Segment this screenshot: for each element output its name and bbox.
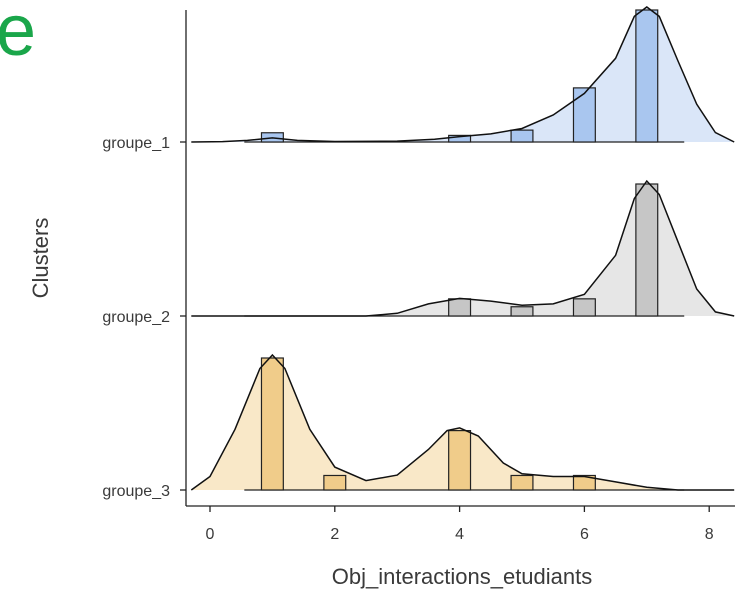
y-tick-labels: groupe_1 groupe_2 groupe_3 <box>102 135 186 500</box>
density-line <box>190 353 735 491</box>
ridge-groupe_1 <box>191 6 735 143</box>
histogram-bar <box>323 474 347 491</box>
y-tick-label: groupe_2 <box>102 309 170 326</box>
x-tick-label: 6 <box>580 526 589 543</box>
histogram-bar <box>572 298 596 317</box>
histogram-bar <box>635 9 659 143</box>
x-tick-label: 0 <box>206 526 215 543</box>
y-axis-title: Clusters <box>28 218 53 299</box>
x-ticks: 0 2 4 6 8 <box>206 506 714 543</box>
x-axis-title: Obj_interactions_etudiants <box>332 564 593 589</box>
histogram-bar <box>572 87 596 143</box>
histogram-bar <box>448 134 472 143</box>
y-tick-label: groupe_1 <box>102 135 170 152</box>
histogram-bar <box>510 306 534 317</box>
x-tick-label: 4 <box>455 526 464 543</box>
histogram-bar <box>448 430 472 491</box>
histogram-bar <box>510 474 534 491</box>
plot-area <box>190 6 735 491</box>
ridge-groupe_2 <box>191 179 735 317</box>
density-area <box>191 7 735 142</box>
x-tick-label: 2 <box>330 526 339 543</box>
histogram-bar <box>572 474 596 491</box>
density-line <box>191 179 735 317</box>
x-tick-label: 8 <box>705 526 714 543</box>
y-tick-label: groupe_3 <box>102 483 170 500</box>
density-area <box>191 181 735 316</box>
histogram-bar <box>448 298 472 317</box>
histogram-bar <box>635 183 659 317</box>
density-line <box>191 6 735 143</box>
histogram-bar <box>510 129 534 143</box>
panel-letter: e <box>0 0 36 71</box>
ridge-groupe_3 <box>190 353 735 491</box>
histogram-bar <box>260 357 284 491</box>
